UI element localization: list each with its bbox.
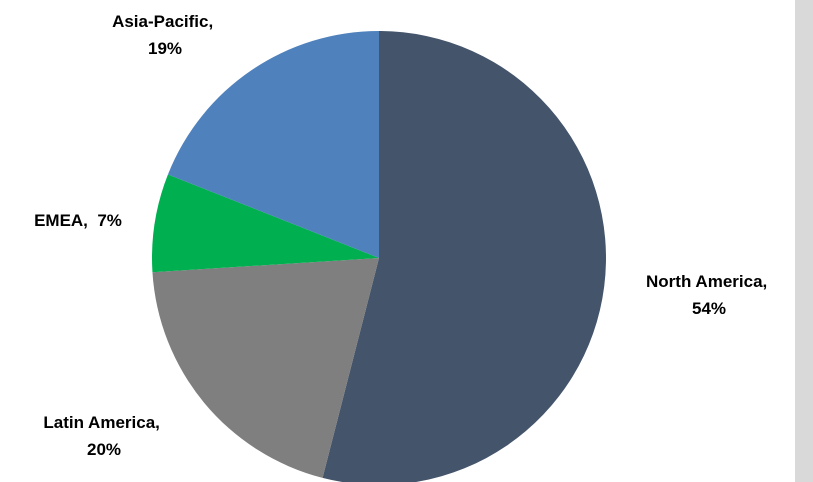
- label-emea: EMEA, 7%: [34, 211, 122, 230]
- pie-slices: [152, 31, 606, 482]
- label-north-america: North America, 54%: [646, 272, 772, 318]
- scrollbar-track[interactable]: [795, 0, 813, 482]
- pie-chart: North America, 54% Latin America, 20% EM…: [0, 0, 795, 482]
- label-latin-america: Latin America, 20%: [43, 413, 164, 459]
- label-asia-pacific: Asia-Pacific, 19%: [112, 12, 218, 58]
- chart-area: North America, 54% Latin America, 20% EM…: [0, 0, 795, 482]
